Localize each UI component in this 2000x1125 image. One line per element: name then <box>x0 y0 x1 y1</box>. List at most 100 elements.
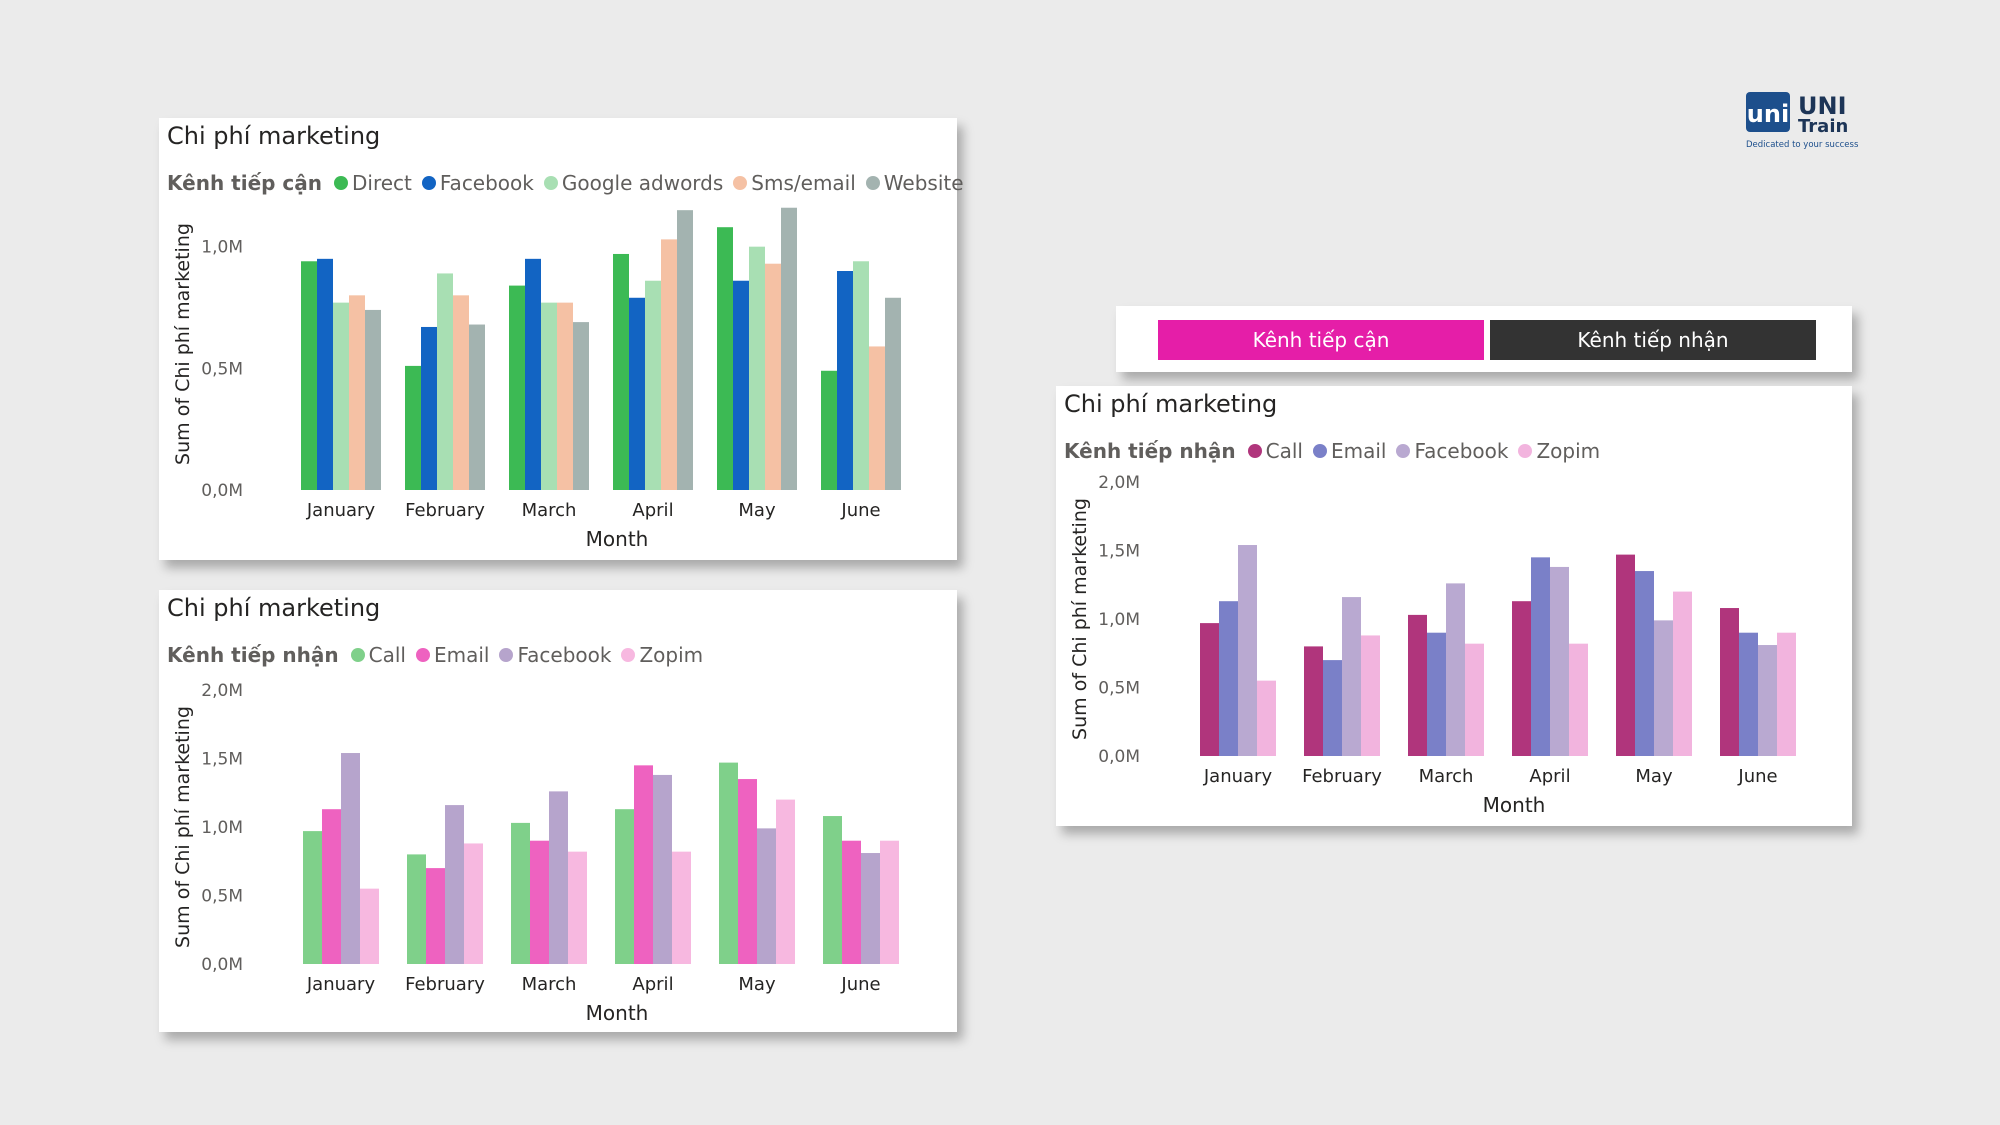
bar-google-adwords-june[interactable] <box>853 261 869 490</box>
bar-sms-email-january[interactable] <box>349 295 365 490</box>
legend-item[interactable]: Sms/email <box>733 171 856 195</box>
bar-email-february[interactable] <box>426 868 445 964</box>
bar-zopim-march[interactable] <box>568 851 587 964</box>
bar-call-april[interactable] <box>1512 601 1531 756</box>
bar-sms-email-february[interactable] <box>453 295 469 490</box>
bar-facebook-february[interactable] <box>421 326 437 490</box>
legend-item[interactable]: Direct <box>334 171 412 195</box>
bar-facebook-april[interactable] <box>653 774 672 964</box>
bar-direct-january[interactable] <box>301 261 317 490</box>
bar-call-june[interactable] <box>1720 608 1739 756</box>
bar-sms-email-june[interactable] <box>869 346 885 490</box>
kenh-tiep-nhan-button[interactable]: Kênh tiếp nhận <box>1490 320 1816 360</box>
bar-call-january[interactable] <box>1200 623 1219 756</box>
bar-facebook-june[interactable] <box>837 271 853 490</box>
bar-facebook-january[interactable] <box>317 258 333 490</box>
bar-facebook-june[interactable] <box>1758 645 1777 756</box>
bar-zopim-march[interactable] <box>1465 643 1484 756</box>
bar-call-march[interactable] <box>1408 614 1427 756</box>
legend-item[interactable]: Website <box>865 171 964 195</box>
bar-sms-email-april[interactable] <box>661 239 677 490</box>
bar-website-april[interactable] <box>677 210 693 490</box>
bar-email-may[interactable] <box>1635 571 1654 756</box>
bar-email-march[interactable] <box>530 840 549 964</box>
bar-google-adwords-march[interactable] <box>541 302 557 490</box>
bar-call-february[interactable] <box>407 854 426 964</box>
bar-call-february[interactable] <box>1304 646 1323 756</box>
legend-dot-icon <box>350 648 365 662</box>
bar-google-adwords-april[interactable] <box>645 280 661 490</box>
bar-call-march[interactable] <box>511 822 530 964</box>
legend-item[interactable]: Facebook <box>1396 439 1508 463</box>
bar-google-adwords-may[interactable] <box>749 246 765 490</box>
legend-item[interactable]: Call <box>350 643 406 667</box>
logo-mark-text: uni <box>1747 100 1789 128</box>
legend-item[interactable]: Facebook <box>499 643 611 667</box>
bar-zopim-april[interactable] <box>1569 643 1588 756</box>
legend-item[interactable]: Email <box>1312 439 1386 463</box>
bar-website-june[interactable] <box>885 297 901 490</box>
bar-facebook-may[interactable] <box>733 280 749 490</box>
bar-email-january[interactable] <box>322 809 341 964</box>
bar-direct-may[interactable] <box>717 227 733 490</box>
bar-zopim-may[interactable] <box>776 799 795 964</box>
bar-facebook-june[interactable] <box>861 853 880 964</box>
bar-zopim-june[interactable] <box>880 840 899 964</box>
bar-direct-february[interactable] <box>405 365 421 490</box>
legend-item[interactable]: Zopim <box>621 643 703 667</box>
bar-website-may[interactable] <box>781 207 797 490</box>
bar-zopim-february[interactable] <box>464 843 483 964</box>
bar-website-february[interactable] <box>469 324 485 490</box>
bar-google-adwords-february[interactable] <box>437 273 453 490</box>
bar-call-january[interactable] <box>303 831 322 964</box>
bar-email-march[interactable] <box>1427 632 1446 756</box>
bar-call-april[interactable] <box>615 809 634 964</box>
legend-item[interactable]: Call <box>1247 439 1303 463</box>
bar-facebook-april[interactable] <box>1550 566 1569 756</box>
bar-google-adwords-january[interactable] <box>333 302 349 490</box>
bar-website-march[interactable] <box>573 322 589 490</box>
bar-zopim-april[interactable] <box>672 851 691 964</box>
bar-direct-march[interactable] <box>509 285 525 490</box>
bar-call-june[interactable] <box>823 816 842 964</box>
bar-facebook-may[interactable] <box>757 828 776 964</box>
bar-facebook-march[interactable] <box>1446 583 1465 756</box>
bar-zopim-february[interactable] <box>1361 635 1380 756</box>
bar-zopim-january[interactable] <box>360 888 379 964</box>
bar-facebook-january[interactable] <box>1238 545 1257 756</box>
bar-facebook-april[interactable] <box>629 297 645 490</box>
bar-direct-april[interactable] <box>613 253 629 490</box>
bar-call-may[interactable] <box>719 762 738 964</box>
bar-facebook-march[interactable] <box>525 258 541 490</box>
bar-facebook-february[interactable] <box>445 805 464 964</box>
y-axis-title: Sum of Chi phí marketing <box>172 223 194 465</box>
bar-zopim-may[interactable] <box>1673 591 1692 756</box>
bar-email-april[interactable] <box>634 765 653 964</box>
unitrain-logo: uni UNI Train Dedicated to your success <box>1746 90 1860 152</box>
bar-email-april[interactable] <box>1531 557 1550 756</box>
legend-item[interactable]: Facebook <box>421 171 534 195</box>
bar-facebook-may[interactable] <box>1654 620 1673 756</box>
bar-email-may[interactable] <box>738 779 757 964</box>
bar-facebook-february[interactable] <box>1342 597 1361 756</box>
bar-sms-email-may[interactable] <box>765 263 781 490</box>
bar-zopim-january[interactable] <box>1257 680 1276 756</box>
bar-email-january[interactable] <box>1219 601 1238 756</box>
bar-direct-june[interactable] <box>821 370 837 490</box>
x-tick-label: May <box>1635 766 1673 787</box>
bar-website-january[interactable] <box>365 309 381 490</box>
bar-email-february[interactable] <box>1323 660 1342 756</box>
bar-sms-email-march[interactable] <box>557 302 573 490</box>
bar-facebook-january[interactable] <box>341 753 360 964</box>
bar-zopim-june[interactable] <box>1777 632 1796 756</box>
bar-email-june[interactable] <box>842 840 861 964</box>
bar-call-may[interactable] <box>1616 554 1635 756</box>
legend-item[interactable]: Email <box>415 643 489 667</box>
legend-item[interactable]: Google adwords <box>543 171 723 195</box>
legend-label: Call <box>1265 439 1303 463</box>
kenh-tiep-can-button[interactable]: Kênh tiếp cận <box>1158 320 1484 360</box>
bar-email-june[interactable] <box>1739 632 1758 756</box>
bar-facebook-march[interactable] <box>549 791 568 964</box>
legend-item[interactable]: Zopim <box>1518 439 1600 463</box>
chart-title: Chi phí marketing <box>1064 390 1278 418</box>
